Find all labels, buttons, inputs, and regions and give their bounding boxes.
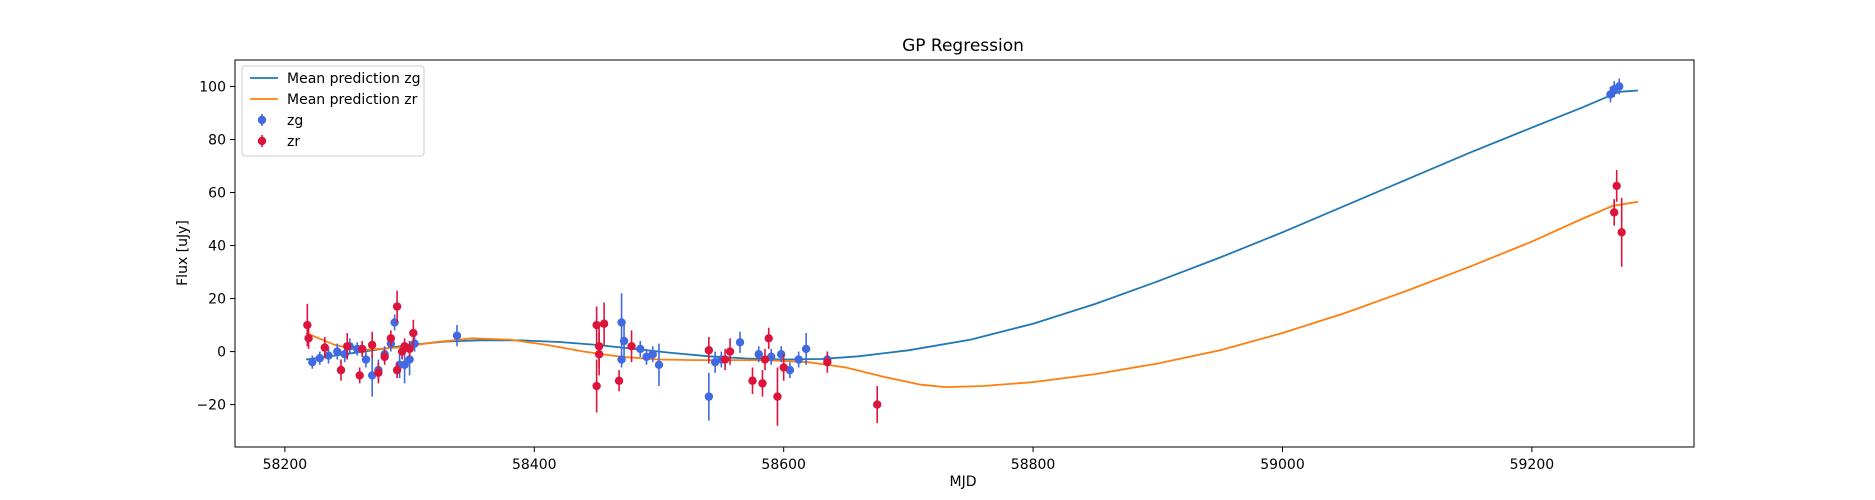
series-line-mean-prediction-zg [305,89,1638,361]
plot-area [303,78,1639,426]
data-point-zg [754,350,763,359]
data-point-zg [617,355,626,364]
data-point-zr [720,355,730,364]
data-point-zr [392,365,402,375]
data-point-zr [614,376,624,385]
data-point-zr [367,340,377,350]
data-point-zr [873,400,882,409]
legend-marker-swatch [257,115,267,125]
x-tick-label: 59000 [1260,457,1305,473]
x-axis: 58200 58400 58600 58800 59000 59200 [263,447,1555,473]
series-line-mean-prediction-zr [305,200,1639,389]
data-point-zg [324,351,333,360]
data-point-zr [760,355,770,364]
legend-label: zr [287,134,300,150]
data-point-zg [619,336,629,346]
data-point-zr [594,342,604,351]
data-point-zg [735,338,745,347]
y-tick-label: −20 [196,398,226,414]
y-tick-label: 60 [208,186,226,202]
data-point-zg [333,347,342,356]
x-tick-label: 58600 [761,457,806,473]
y-tick-label: 80 [208,133,226,149]
data-point-zr [823,357,832,367]
data-point-zg [801,344,811,354]
data-point-zr [392,302,402,311]
data-point-zr [704,346,714,355]
data-point-zr [355,371,364,380]
data-point-zg [794,355,803,364]
data-point-zr [599,319,609,328]
data-point-zr [758,379,767,388]
data-point-zr [1609,208,1619,217]
legend-box [241,65,425,157]
data-point-zr [380,352,389,362]
data-point-zr [409,328,418,338]
data-point-zr [748,376,757,385]
data-point-zg [617,318,626,327]
x-axis-label: MJD [950,474,977,490]
data-point-zg [361,355,371,364]
x-tick-label: 58200 [263,457,308,473]
data-point-zr [773,392,782,401]
data-point-zg [636,344,645,354]
data-point-zg [315,354,324,363]
data-point-zr [779,363,788,372]
data-point-zg [400,360,409,370]
data-point-zr [592,381,601,391]
data-point-zr [764,334,773,343]
data-point-zr [1612,181,1621,191]
y-axis-label: Flux [uJy] [175,220,191,286]
data-point-zg [648,350,657,359]
chart-title: GP Regression [902,36,1024,56]
data-point-zr [304,334,313,343]
legend-label: Mean prediction zg [287,71,421,87]
data-point-zr [343,342,352,351]
data-point-zg [405,355,414,364]
y-tick-label: 20 [208,292,226,308]
data-point-zr [374,368,383,377]
x-tick-label: 58800 [1011,457,1056,473]
legend-marker-swatch [257,136,267,146]
x-tick-label: 58400 [512,457,557,473]
legend: Mean prediction zg Mean prediction zr zg zr [241,65,425,157]
data-point-zr [627,342,636,351]
data-point-zr [303,320,312,330]
data-point-zg [654,360,664,370]
y-axis: −20 0 20 40 60 80 100 [196,80,235,414]
data-point-zg [308,357,317,367]
x-tick-label: 59200 [1510,457,1555,473]
data-point-zr [320,343,329,352]
data-point-zr [336,365,346,375]
data-point-zr [1617,228,1626,237]
axes-frame [234,59,1695,448]
data-point-zg [704,392,714,401]
data-point-zg [452,331,462,340]
y-tick-label: 0 [217,345,226,361]
data-point-zr [357,344,367,354]
data-point-zg [1614,82,1624,91]
legend-label: Mean prediction zr [287,92,418,108]
y-tick-label: 40 [208,239,226,255]
data-point-zr [386,334,396,343]
legend-label: zg [287,113,303,129]
data-point-zr [405,344,414,354]
y-tick-label: 100 [199,80,226,96]
data-point-zg [410,339,419,348]
data-point-zr [725,347,735,356]
